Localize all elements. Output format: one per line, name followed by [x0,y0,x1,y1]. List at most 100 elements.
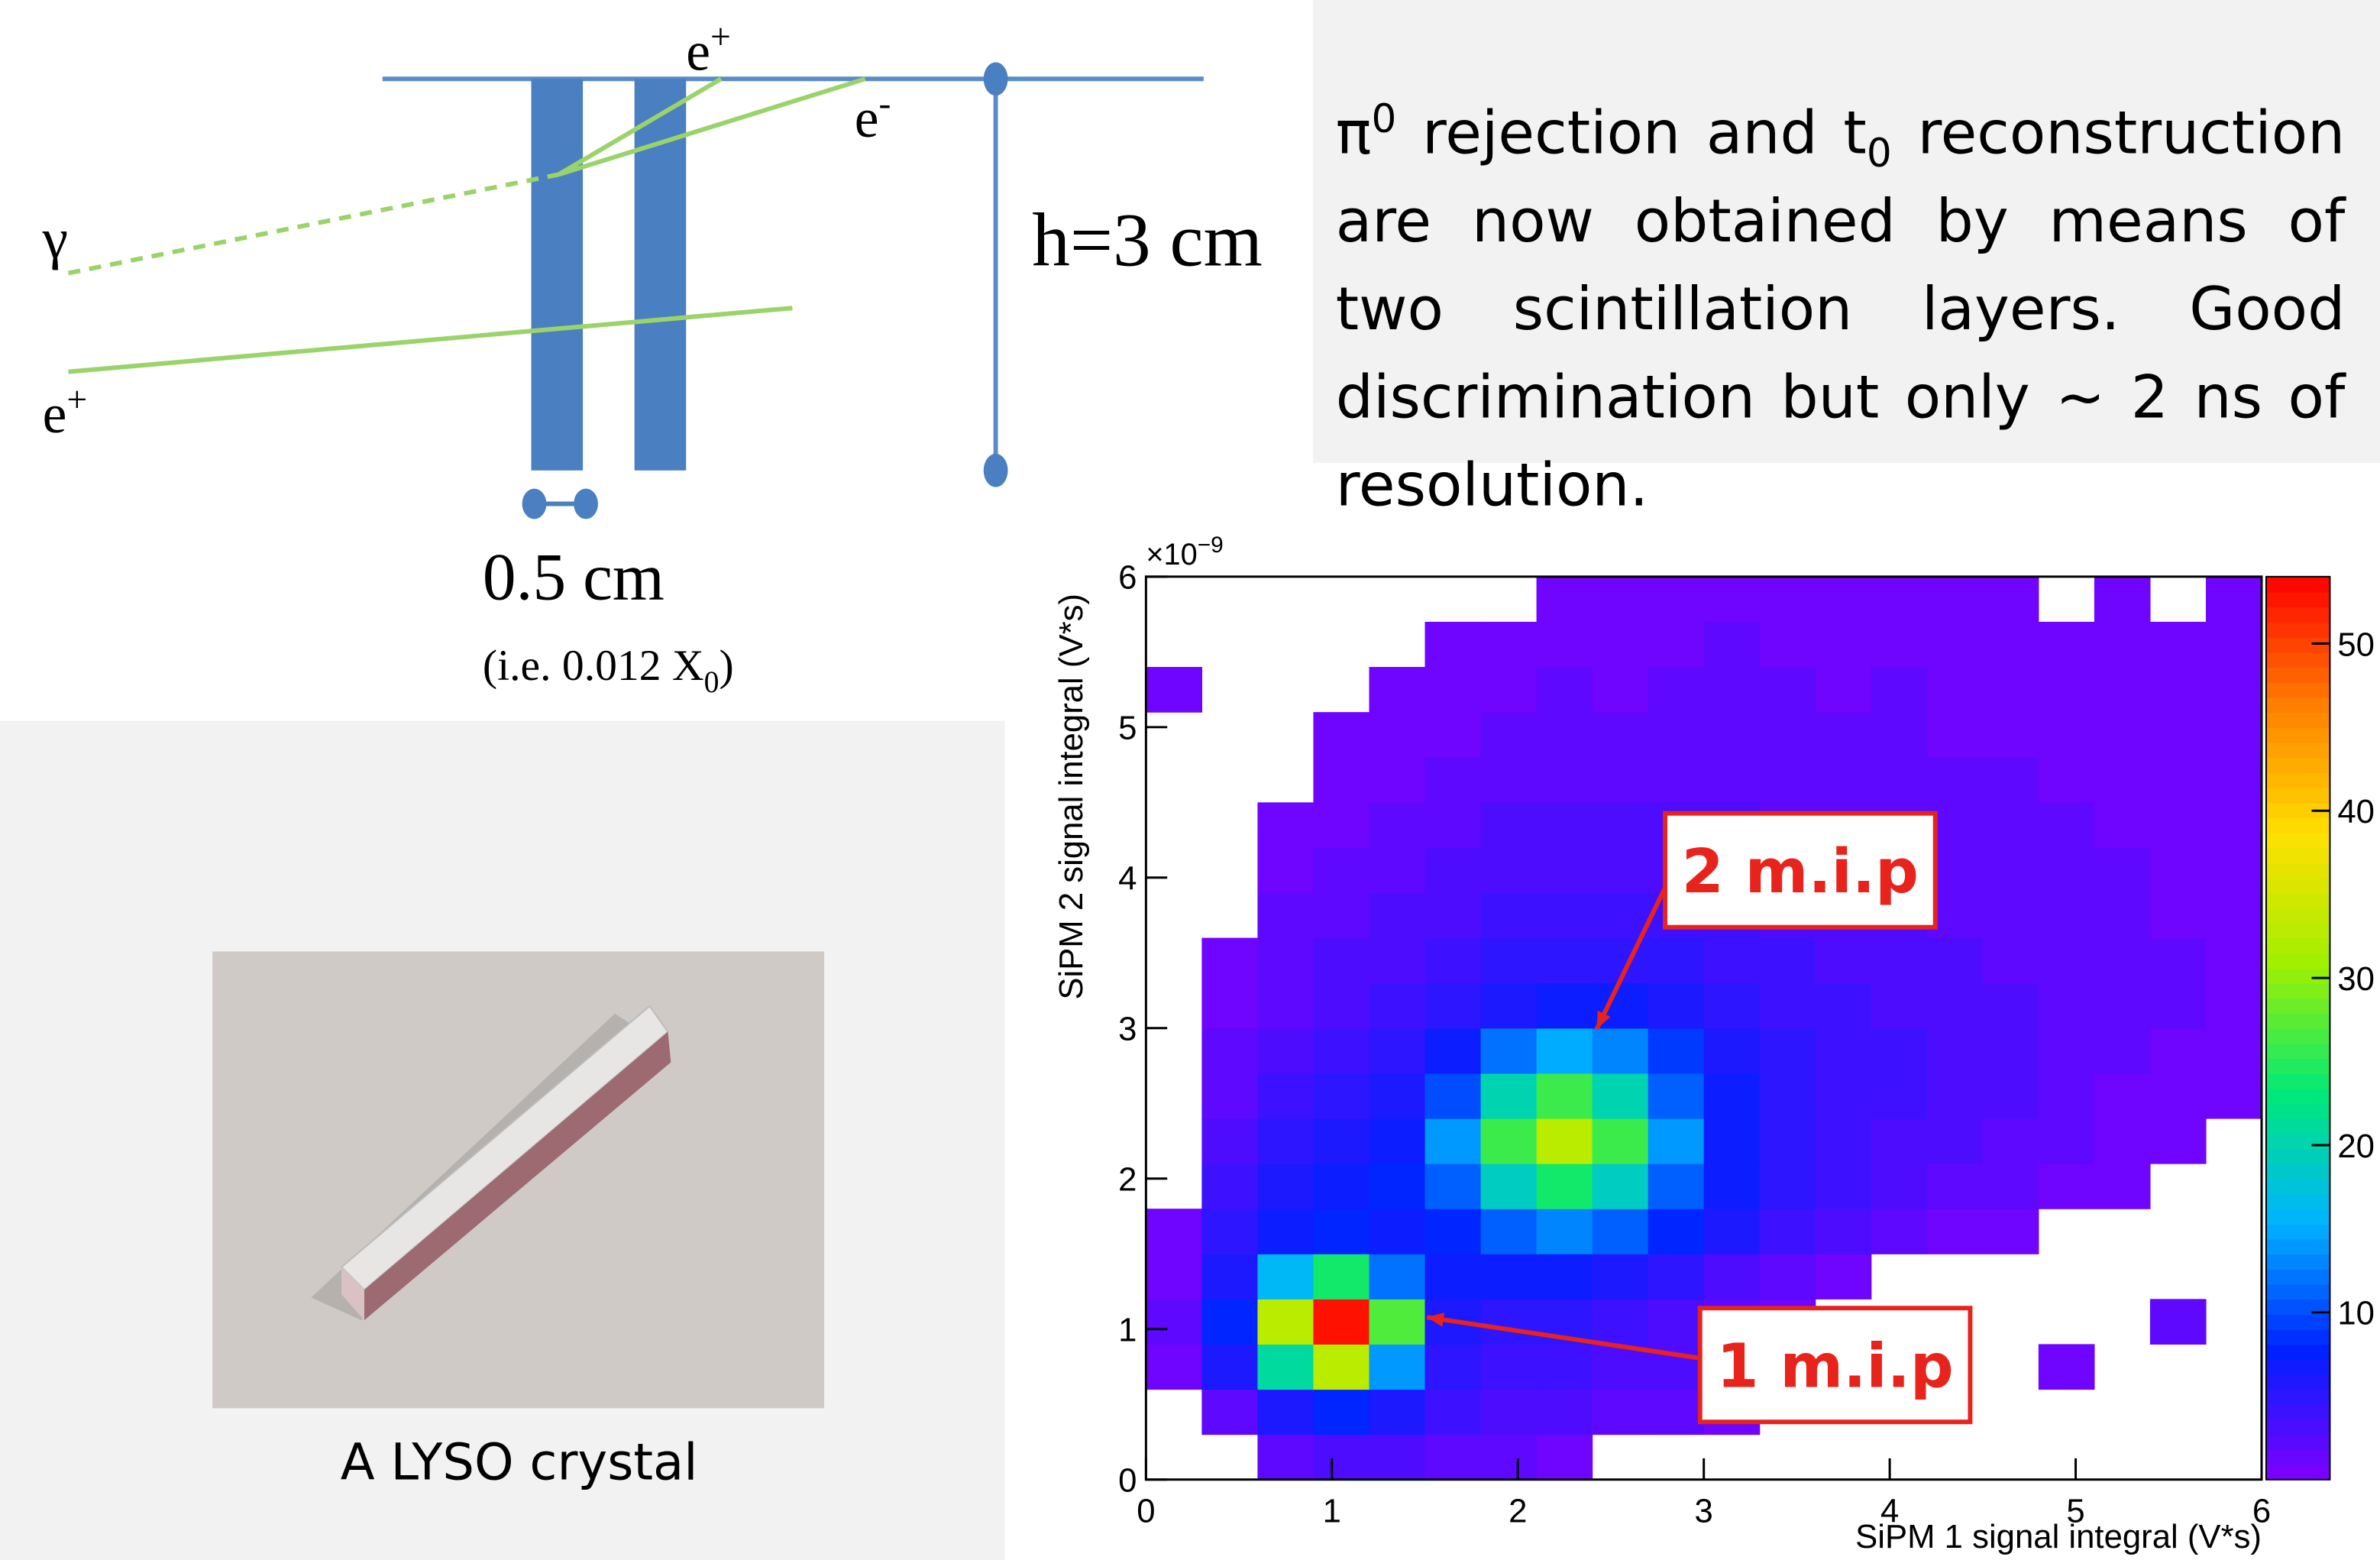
heat-cell [1816,983,1872,1029]
heat-cell [2039,757,2095,803]
heat-cell [1983,938,2039,984]
heat-cell [1481,1254,1538,1299]
heat-cell [1648,1254,1705,1299]
x-axis-label: SiPM 1 signal integral (V*s) [1855,1518,2262,1555]
colorbar-step [2266,1344,2330,1360]
heat-cell [1871,712,1928,758]
heat-cell [1760,1254,1816,1299]
heat-cell [1704,1254,1761,1299]
heat-cell [2094,1164,2151,1209]
colorbar-tick-label: 30 [2337,960,2375,998]
heat-cell [1760,757,1816,803]
heat-cell [2039,1164,2095,1209]
multiplier-exponent: −9 [1198,532,1224,558]
heat-cell [1257,1299,1314,1345]
heat-cell [1760,1118,1816,1164]
colorbar-step [2266,1089,2330,1105]
colorbar-step [2266,682,2330,698]
heat-cell [2150,757,2207,803]
heat-cell [1871,1118,1928,1164]
heat-cell [1369,938,1425,984]
heat-cell [1369,1344,1425,1390]
heat-cell [1481,983,1538,1029]
heat-cell [1369,1164,1425,1209]
y-tick-label: 5 [1118,710,1137,747]
heat-cell [1313,938,1369,984]
colorbar-step [2266,1209,2330,1225]
colorbar-step [2266,878,2330,894]
heat-cell [1816,1164,1872,1209]
heat-cell [1648,1390,1705,1435]
y-axis-label: SiPM 2 signal integral (V*s) [1053,594,1090,1000]
heat-cell [1313,1254,1369,1299]
colorbar-step [2266,1164,2330,1180]
colorbar-step [2266,697,2330,713]
electron-track [558,79,865,174]
colorbar-step [2266,1449,2330,1465]
heat-cell [1425,1390,1482,1435]
heat-cell [1201,1073,1258,1119]
heat-cell [1816,1073,1872,1119]
heat-cell [1425,983,1482,1029]
colorbar-tick-label: 50 [2337,626,2375,663]
heat-cell [2206,757,2262,803]
heat-cell [1537,1209,1593,1254]
label-text: e [43,384,67,445]
heat-cell [1369,1299,1425,1345]
heat-cell [1593,892,1649,938]
heat-cell [2039,1344,2095,1390]
heat-cell [1871,983,1928,1029]
heat-cell [1704,1028,1761,1074]
heat-cell [1593,802,1649,848]
heat-cell [1313,802,1369,848]
heat-cell [1648,757,1705,803]
heat-cell [1760,577,1816,623]
heat-cell [1648,1118,1705,1164]
heat-cell [1425,1118,1482,1164]
heat-cell [1537,1435,1593,1481]
heat-cell [1425,847,1482,893]
heat-cell [1257,1209,1314,1254]
heat-cell [1704,938,1761,984]
heat-cell [2094,667,2151,713]
heat-cell [1648,712,1705,758]
text-sup: 0 [1371,97,1396,143]
particle-label: γ [42,208,68,271]
heat-cell [2039,938,2095,984]
colorbar-step [2266,892,2330,908]
colorbar-step [2266,938,2330,954]
heat-cell [1537,1390,1593,1435]
colorbar-step [2266,652,2330,668]
colorbar-step [2266,817,2330,833]
heat-cell [1201,1344,1258,1390]
colorbar-step [2266,577,2330,593]
heat-cell [1704,757,1761,803]
colorbar-step [2266,1269,2330,1285]
heat-cell [1425,1344,1482,1390]
heat-cell [1537,847,1593,893]
heat-cell [1425,802,1482,848]
heat-cell [1760,712,1816,758]
heat-cell [1201,938,1258,984]
heat-cell [1369,1073,1425,1119]
heat-cell [1537,757,1593,803]
colorbar-step [2266,727,2330,743]
heat-cell [1648,667,1705,713]
colorbar-step [2266,953,2330,969]
heat-cell [1648,1209,1705,1254]
heat-cell [1983,983,2039,1029]
heat-cell [1313,1118,1369,1164]
heat-cell [1146,1209,1202,1254]
colorbar-step [2266,923,2330,939]
colorbar-step [2266,1404,2330,1420]
heat-cell [1760,1028,1816,1074]
colorbar-step [2266,1043,2330,1059]
heat-cell [1704,1073,1761,1119]
heat-cell [1369,667,1425,713]
heat-cell [1537,1073,1593,1119]
x-tick-label: 0 [1137,1492,1155,1529]
heat-cell [1816,1028,1872,1074]
heat-cell [1313,1299,1369,1345]
height-label: h=3 cm [1032,199,1263,283]
colorbar-step [2266,712,2330,728]
